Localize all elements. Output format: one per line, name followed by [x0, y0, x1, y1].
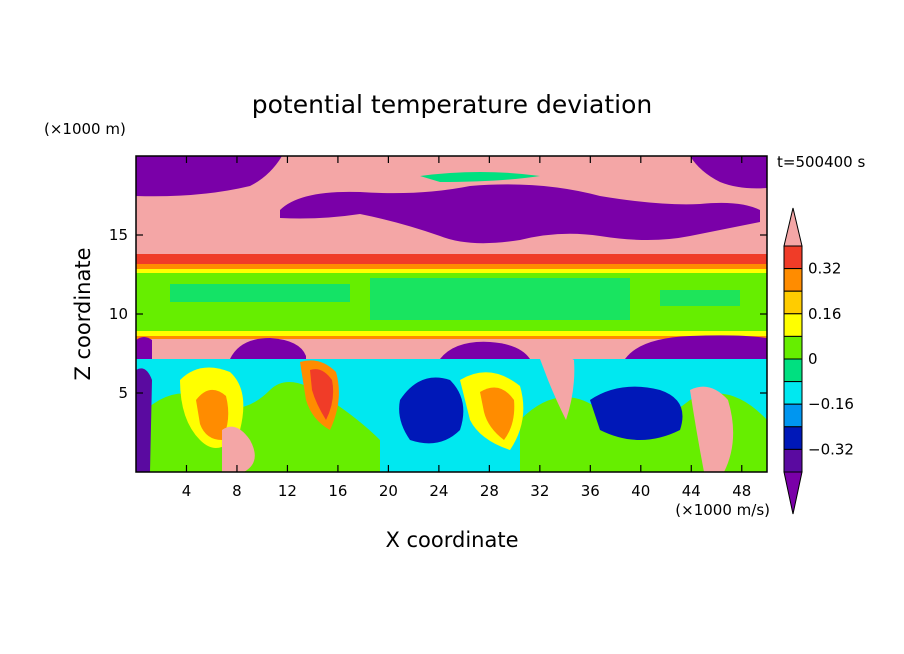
- colorbar-top-triangle: [783, 207, 803, 247]
- time-label: t=500400 s: [777, 153, 865, 171]
- colorbar-swatch: [783, 335, 803, 360]
- x-tick-label: 4: [182, 482, 192, 500]
- field-top-purple-left: [136, 156, 282, 197]
- field-lower-pink-1: [222, 426, 255, 472]
- x-axis: 4 8 12 16 20 24 28 32 36 40 44 48: [182, 156, 751, 500]
- y-axis-label: Z coordinate: [71, 247, 95, 380]
- field-yellow-band-lower: [136, 331, 767, 336]
- y-unit-label: (×1000 m): [44, 120, 126, 138]
- colorbar-swatch: [783, 268, 803, 292]
- field-green-streak-3: [660, 290, 740, 306]
- colorbar-tick-label: −0.16: [808, 395, 854, 413]
- field-lower-pink-3: [690, 386, 734, 472]
- y-tick-label: 10: [109, 305, 128, 323]
- x-tick-label: 24: [429, 482, 448, 500]
- field-lower-navy-2: [590, 386, 683, 440]
- x-tick-label: 32: [530, 482, 549, 500]
- colorbar-tick-label: 0: [808, 350, 818, 368]
- colorbar-swatch: [783, 448, 803, 473]
- field-lower-red-1: [310, 369, 334, 420]
- field-lower-purple-left: [136, 368, 152, 472]
- y-tick-label: 15: [109, 226, 128, 244]
- field-lower-navy-1: [399, 377, 464, 444]
- field-green-streak-1: [170, 284, 350, 302]
- field-teal-streak: [420, 172, 540, 182]
- y-axis: 5 10 15: [109, 226, 767, 402]
- field-purple-hump-4: [136, 337, 152, 359]
- field-green-streak-2: [370, 278, 630, 320]
- x-tick-label: 28: [480, 482, 499, 500]
- field-red-band: [136, 254, 767, 264]
- x-tick-label: 40: [631, 482, 650, 500]
- colorbar-swatch: [783, 313, 803, 337]
- x-unit-label: (×1000 m/s): [675, 501, 770, 519]
- colorbar: 0.32 0.16 0 −0.16 −0.32: [783, 207, 854, 515]
- field-purple-hump-3: [625, 335, 767, 359]
- field-purple-hump-1: [230, 338, 306, 359]
- x-tick-label: 16: [328, 482, 347, 500]
- x-tick-label: 44: [682, 482, 701, 500]
- chart-title: potential temperature deviation: [252, 90, 652, 119]
- x-axis-label: X coordinate: [385, 528, 518, 552]
- x-tick-label: 36: [581, 482, 600, 500]
- colorbar-swatch: [783, 358, 803, 383]
- colorbar-tick-label: −0.32: [808, 440, 854, 458]
- x-tick-label: 48: [732, 482, 751, 500]
- field-orange-band-lower: [136, 336, 767, 339]
- colorbar-swatch: [783, 245, 803, 270]
- field-upper-purple-blob: [280, 184, 760, 244]
- field-orange-band: [136, 264, 767, 269]
- colorbar-tick-label: 0.16: [808, 305, 841, 323]
- field-purple-hump-2: [440, 341, 530, 359]
- colorbar-swatch: [783, 290, 803, 315]
- field-lower-pink-2: [540, 354, 575, 420]
- colorbar-bottom-triangle: [783, 471, 803, 515]
- field-yellow-band-upper: [136, 269, 767, 273]
- x-tick-label: 12: [278, 482, 297, 500]
- colorbar-swatch: [783, 426, 803, 450]
- field-lower-orange-1: [196, 389, 229, 440]
- colorbar-tick-label: 0.32: [808, 260, 841, 278]
- colorbar-swatch: [783, 381, 803, 405]
- y-tick-label: 5: [118, 384, 128, 402]
- field-top-purple-right: [690, 156, 767, 189]
- x-tick-label: 20: [379, 482, 398, 500]
- field-lower-orange-3: [480, 387, 515, 440]
- colorbar-swatch: [783, 403, 803, 428]
- x-tick-label: 8: [232, 482, 242, 500]
- contour-field: [136, 156, 767, 472]
